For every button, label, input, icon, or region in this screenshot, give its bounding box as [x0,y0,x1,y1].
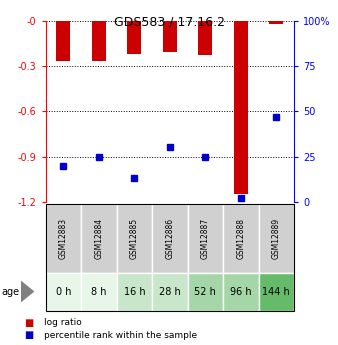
Text: GSM12885: GSM12885 [130,217,139,259]
Text: log ratio: log ratio [44,318,82,327]
Bar [163,21,177,52]
Bar [92,21,106,61]
Text: GSM12883: GSM12883 [59,217,68,259]
Text: 0 h: 0 h [56,287,71,296]
Bar [234,21,248,194]
Bar [198,21,213,56]
Text: GSM12887: GSM12887 [201,217,210,259]
Text: 96 h: 96 h [230,287,251,296]
Text: 144 h: 144 h [262,287,290,296]
Text: 52 h: 52 h [194,287,216,296]
Text: ■: ■ [24,318,33,327]
Text: GSM12889: GSM12889 [272,217,281,259]
Text: 16 h: 16 h [124,287,145,296]
Text: 28 h: 28 h [159,287,181,296]
Text: percentile rank within the sample: percentile rank within the sample [44,331,197,340]
Text: GSM12884: GSM12884 [94,217,103,259]
Bar [269,21,283,24]
Text: GSM12888: GSM12888 [236,218,245,258]
Polygon shape [21,281,34,302]
Bar [56,21,70,61]
Text: GSM12886: GSM12886 [165,217,174,259]
Text: ■: ■ [24,331,33,340]
Text: 8 h: 8 h [91,287,106,296]
Text: GDS583 / 17.16.2: GDS583 / 17.16.2 [114,16,224,29]
Text: age: age [2,287,20,296]
Bar [127,21,141,54]
